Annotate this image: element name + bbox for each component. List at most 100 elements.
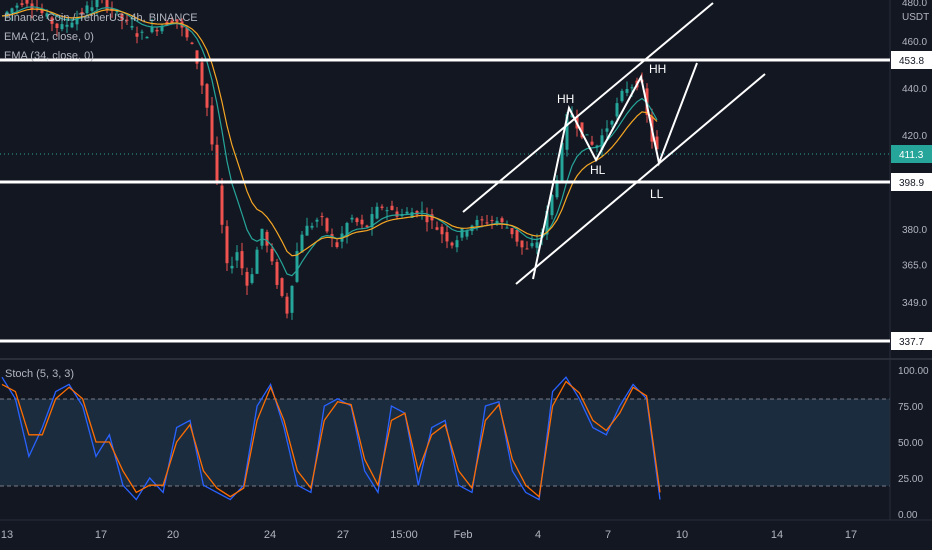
- last-price-text: 411.3: [899, 150, 924, 161]
- candle-body: [620, 90, 624, 102]
- candle-body: [350, 217, 354, 220]
- candle-body: [215, 144, 219, 182]
- candle-body: [355, 218, 359, 223]
- candle-body: [10, 8, 14, 13]
- candle-body: [255, 249, 259, 274]
- level-label: 398.9: [899, 178, 924, 189]
- candle-body: [365, 225, 369, 227]
- time-tick-label: 14: [771, 529, 783, 541]
- candle-body: [40, 9, 44, 14]
- candle-body: [450, 242, 454, 246]
- candle-body: [135, 33, 139, 37]
- candle-body: [615, 103, 619, 117]
- ema34-line: [1, 8, 658, 257]
- candle-body: [175, 19, 179, 22]
- candle-body: [105, 0, 109, 10]
- annotation-hl: HL: [590, 163, 606, 177]
- annotation-ll: LL: [650, 187, 664, 201]
- time-tick-label: 13: [1, 529, 13, 541]
- candle-body: [310, 225, 314, 228]
- candle-body: [475, 220, 479, 226]
- candle-body: [75, 17, 79, 25]
- candle-body: [315, 219, 319, 222]
- candle-body: [85, 5, 89, 14]
- level-label-bg: [891, 51, 932, 69]
- candle-body: [170, 20, 174, 23]
- candle-body: [410, 212, 414, 218]
- candle-body: [530, 243, 534, 247]
- candle-body: [5, 11, 9, 17]
- candle-body: [205, 84, 209, 108]
- candle-body: [140, 31, 144, 33]
- level-label-bg: [891, 332, 932, 350]
- candle-body: [115, 10, 119, 13]
- candle-body: [375, 206, 379, 219]
- candle-body: [420, 210, 424, 212]
- stoch-band: [0, 399, 890, 486]
- stoch-series-line: [1, 380, 661, 498]
- candle-body: [90, 7, 94, 11]
- candle-body: [435, 227, 439, 230]
- candle-body: [580, 122, 584, 138]
- last-price-bg: [891, 145, 932, 163]
- candle-body: [345, 222, 349, 237]
- level-label: 453.8: [899, 56, 924, 67]
- candle-body: [510, 228, 514, 235]
- price-tick-partial: 480.0: [902, 0, 927, 9]
- candles-group: [5, 0, 659, 320]
- candle-body: [460, 228, 464, 238]
- candle-body: [465, 230, 469, 237]
- currency-label: USDT: [902, 12, 929, 23]
- candle-body: [130, 26, 134, 28]
- candle-body: [70, 22, 74, 28]
- candle-body: [395, 211, 399, 217]
- candle-body: [405, 211, 409, 214]
- candle-body: [595, 145, 599, 148]
- time-tick-label: 17: [95, 529, 107, 541]
- channel-upper-line[interactable]: [462, 2, 714, 213]
- swing-drawing[interactable]: [532, 62, 698, 280]
- candle-body: [565, 114, 569, 150]
- levels-group: [0, 58, 890, 343]
- level-labels-group: 453.8 398.9 337.7: [891, 51, 932, 350]
- candle-body: [610, 121, 614, 125]
- candle-body: [20, 3, 24, 5]
- candle-body: [325, 218, 329, 232]
- price-tick-label: 349.0: [902, 298, 927, 309]
- candle-body: [190, 42, 194, 44]
- candle-body: [605, 128, 609, 132]
- last-price-label: 411.3: [891, 145, 932, 163]
- annotation-hh-1: HH: [557, 92, 574, 106]
- ema34-legend: EMA (34, close, 0): [4, 50, 94, 62]
- candle-body: [225, 226, 229, 264]
- candle-body: [600, 135, 604, 150]
- price-tick-label: 365.0: [902, 260, 927, 271]
- candle-body: [15, 5, 19, 8]
- candle-body: [455, 240, 459, 248]
- candle-body: [25, 0, 29, 4]
- price-tick-label: 380.0: [902, 225, 927, 236]
- candle-body: [470, 225, 474, 232]
- candle-body: [275, 262, 279, 285]
- candle-body: [250, 274, 254, 283]
- stoch-title: Stoch (5, 3, 3): [5, 368, 74, 380]
- stoch-tick-label: 100.00: [898, 366, 929, 377]
- candle-body: [235, 252, 239, 261]
- price-tick-label: 440.0: [902, 84, 927, 95]
- candle-body: [125, 19, 129, 21]
- stoch-series-line: [1, 376, 661, 501]
- annotation-hh-2: HH: [649, 62, 666, 76]
- candle-body: [260, 228, 264, 246]
- candle-body: [500, 218, 504, 223]
- channel-lower-line[interactable]: [515, 73, 766, 285]
- candle-body: [370, 214, 374, 228]
- candle-body: [220, 185, 224, 225]
- candle-body: [485, 222, 489, 224]
- candle-body: [545, 210, 549, 235]
- time-tick-label: 20: [167, 529, 179, 541]
- trend-lines-group[interactable]: [462, 2, 766, 285]
- candle-body: [245, 271, 249, 286]
- candle-body: [585, 134, 589, 136]
- time-tick-label: 24: [264, 529, 276, 541]
